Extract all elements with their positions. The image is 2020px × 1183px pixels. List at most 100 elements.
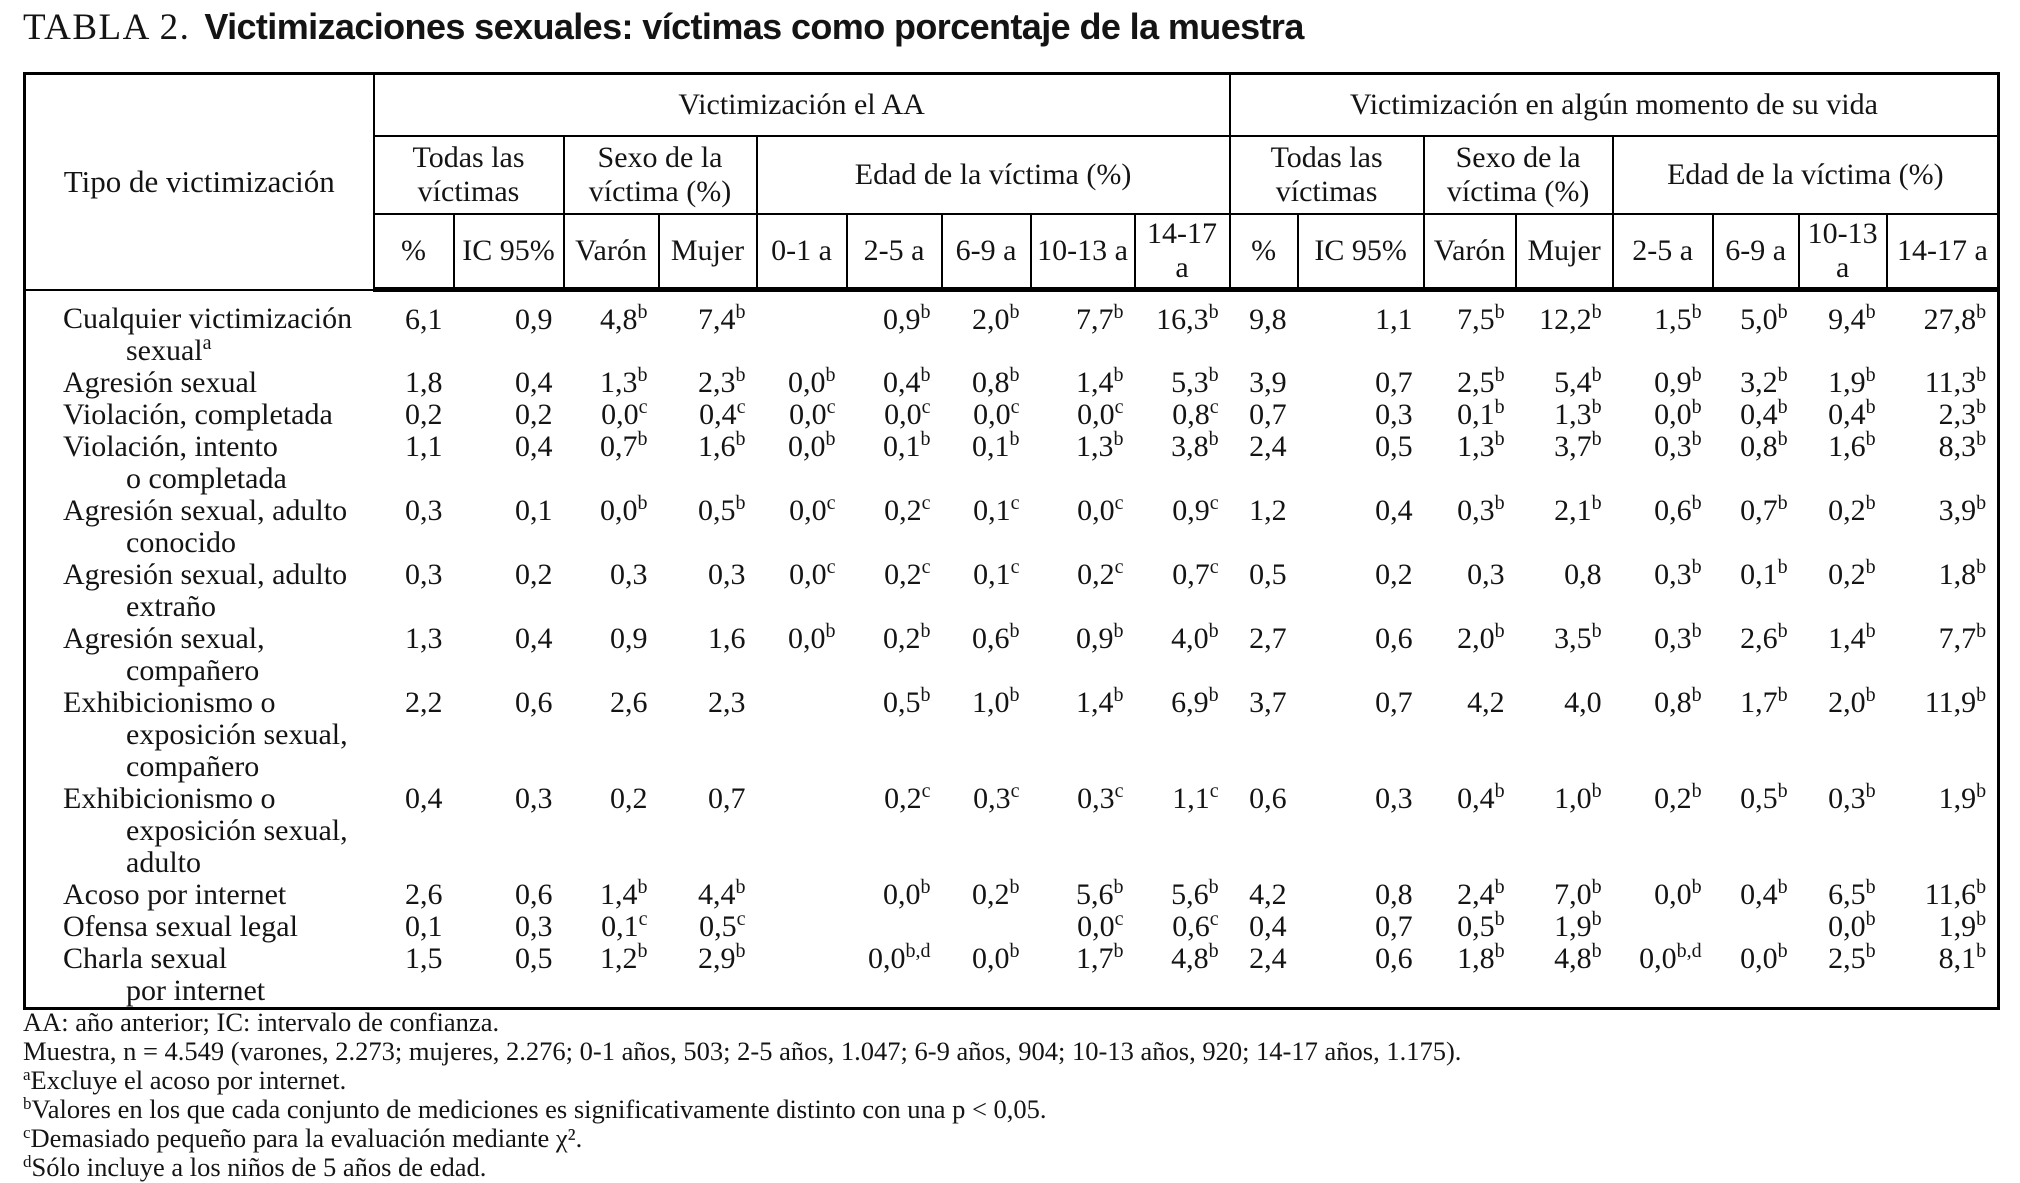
data-table: Tipo de victimización Victimización el A… (23, 72, 2001, 1010)
subgroup-all-victims: Todas las víctimas (372, 135, 565, 215)
value-cell: 0,4 (1249, 909, 1287, 943)
footnote-marker: d (23, 1152, 32, 1171)
footnote-marker: c (736, 395, 746, 418)
footnote-marker: b (1113, 619, 1124, 642)
footnote-marker: b (1777, 395, 1788, 418)
row-label-cell: Charla sexual por internet (25, 942, 374, 1009)
value-cell: 0,0b (788, 427, 836, 463)
value-cell: 0,0c (789, 491, 836, 527)
value-cell: 0,2b (1828, 491, 1876, 527)
value-cell: 2,6 (405, 877, 443, 911)
footnote-marker: b (1494, 427, 1505, 450)
value-cell: 1,5 (405, 941, 443, 975)
footnote-marker: b (1591, 427, 1602, 450)
footnote-marker: b (1976, 363, 1987, 386)
footnote-marker: c (826, 395, 836, 418)
value-cell: 0,2b (972, 875, 1020, 911)
value-cell: 0,4 (515, 365, 553, 399)
value-cell: 1,9b (1554, 907, 1602, 943)
value-cell: 0,7 (1375, 365, 1413, 399)
value-cell (942, 911, 1031, 943)
value-cell: 0,5 (1249, 557, 1287, 591)
col-header: % (372, 213, 455, 292)
footnote-marker: b (1113, 939, 1124, 962)
col-header: 14-17 a (1885, 213, 2000, 292)
value-cell: 0,3b (1654, 555, 1702, 591)
value-cell: 11,6b (1924, 875, 1987, 911)
value-cell: 7,5b (1457, 301, 1505, 336)
footnote-marker: c (826, 491, 836, 514)
footnote-marker: b (1865, 555, 1876, 578)
footnote-marker: b (1208, 683, 1219, 706)
value-cell: 0,2b (1654, 779, 1702, 815)
value-cell: 1,6 (708, 621, 746, 655)
value-cell: 0,0b (788, 619, 836, 655)
value-cell: 0,2 (610, 781, 648, 815)
value-cell: 0,7 (708, 781, 746, 815)
footnote-marker: b (1591, 491, 1602, 514)
value-cell: 5,0b (1740, 301, 1788, 336)
col-header: 14-17 a (1133, 213, 1231, 292)
value-cell: 0,5 (515, 941, 553, 975)
footnote-marker: b (1591, 779, 1602, 802)
group-header-aa: Victimización el AA (372, 72, 1231, 137)
footnotes: AA: año anterior; IC: intervalo de confi… (23, 1008, 1461, 1182)
footnote-marker: b (1494, 491, 1505, 514)
value-cell: 0,1b (1457, 395, 1505, 431)
value-cell: 4,0 (1564, 685, 1602, 719)
subgroup-all-victims: Todas las víctimas (1228, 135, 1425, 215)
value-cell: 0,4 (515, 621, 553, 655)
row-label-line: Cualquier victimización (63, 301, 353, 335)
value-cell: 2,4b (1457, 875, 1505, 911)
table-row: Agresión sexual, adulto conocido 0,3 0,1 0,0… (25, 491, 1999, 559)
footnote-marker: b (1865, 875, 1876, 898)
row-label-line: adulto (126, 845, 201, 879)
value-cell: 0,2c (1077, 555, 1124, 591)
value-cell: 0,4 (1375, 493, 1413, 527)
value-cell: 0,1 (515, 493, 553, 527)
value-cell: 2,3 (708, 685, 746, 719)
value-cell: 3,8b (1171, 427, 1219, 463)
footnote-marker: b (1777, 619, 1788, 642)
footnote-marker: b (1208, 301, 1219, 323)
value-cell: 0,9b (883, 301, 931, 336)
value-cell: 3,9 (1249, 365, 1287, 399)
value-cell: 1,7b (1076, 939, 1124, 975)
row-label-cell: Agresión sexual, compañero (25, 622, 374, 687)
value-cell: 0,6 (1375, 621, 1413, 655)
subgroup-age: Edad de la víctima (%) (1611, 135, 2000, 215)
value-cell: 8,3b (1938, 427, 1987, 463)
value-cell: 0,5b (1457, 907, 1505, 943)
row-label-line: Exhibicionismo o (63, 781, 276, 815)
value-cell: 1,9b (1938, 907, 1987, 943)
value-cell: 2,1b (1554, 491, 1602, 527)
value-cell: 0,6 (1375, 941, 1413, 975)
row-label-cell: Violación, completada (25, 398, 374, 431)
footnote-marker: b (1009, 875, 1020, 898)
value-cell: 0,0c (789, 395, 836, 431)
value-cell: 1,3b (600, 363, 648, 399)
value-cell: 0,7b (600, 427, 648, 463)
value-cell: 1,6b (698, 427, 746, 463)
value-cell (757, 911, 847, 943)
value-cell: 5,4b (1554, 363, 1602, 399)
footnote-marker: b (1591, 875, 1602, 898)
footnote-marker: b (1494, 301, 1505, 323)
value-cell: 0,2b (1828, 555, 1876, 591)
row-label-line: Agresión sexual, adulto (63, 557, 348, 591)
footnote-marker: b (1976, 939, 1987, 962)
footnote-marker: b (1113, 875, 1124, 898)
footnote-marker: b (1865, 363, 1876, 386)
value-cell (757, 290, 847, 367)
col-header: 10-13 a (1797, 213, 1888, 292)
header-group-row: Tipo de victimización Victimización el A… (23, 72, 2000, 291)
value-cell: 0,0b (1828, 907, 1876, 943)
table-row: Agresión sexual, adulto extraño 0,3 0,2 0,3 0… (25, 555, 1999, 623)
footnote-marker: c (638, 395, 648, 418)
footnote-marker: b (1113, 427, 1124, 450)
footnote-marker: b (1494, 395, 1505, 418)
footnote-marker: c (921, 491, 931, 514)
value-cell: 0,2 (1375, 557, 1413, 591)
footnote-marker: b (1865, 301, 1876, 323)
value-cell: 0,5b (883, 683, 931, 719)
